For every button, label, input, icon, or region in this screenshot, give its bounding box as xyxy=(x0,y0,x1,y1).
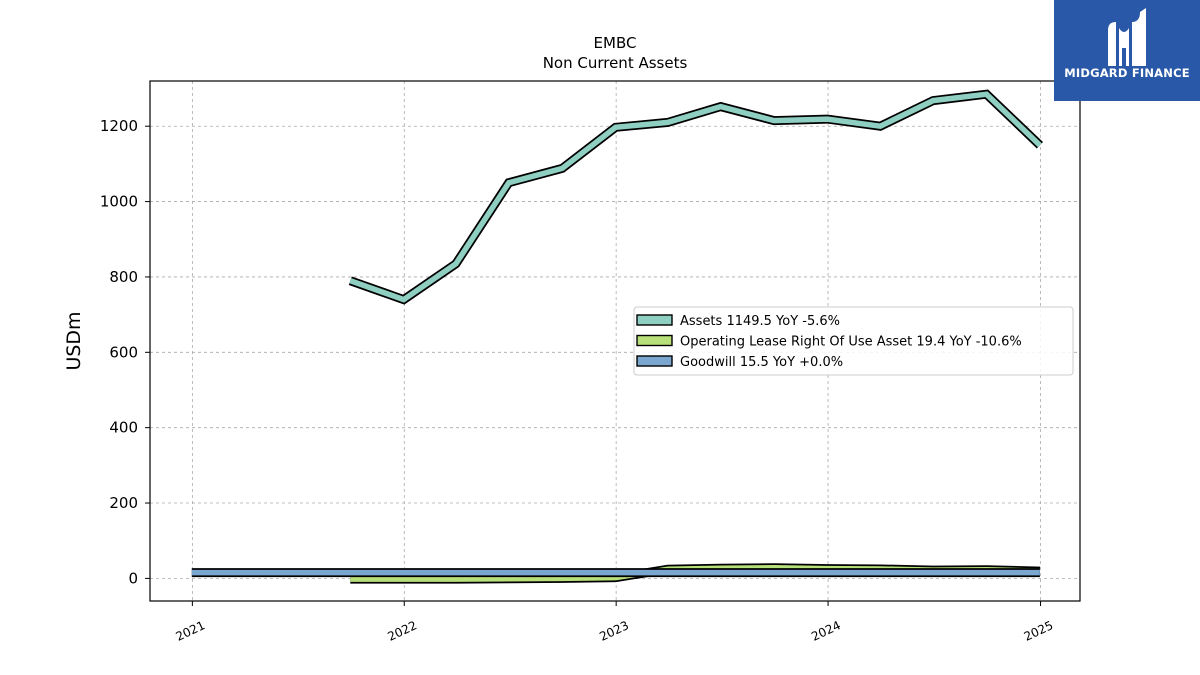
legend: Assets 1149.5 YoY -5.6% Operating Lease R… xyxy=(633,306,1074,376)
midgard-logo-icon xyxy=(1108,8,1146,66)
series-layer xyxy=(191,89,1044,584)
x-tick-label: 2021 xyxy=(174,618,208,644)
y-tick-label: 600 xyxy=(109,343,138,361)
x-tick-label: 2024 xyxy=(809,618,843,644)
x-tick-label: 2025 xyxy=(1022,618,1056,644)
legend-entry: Assets 1149.5 YoY -5.6% xyxy=(680,314,840,329)
x-tick-label: 2022 xyxy=(385,618,419,644)
chart-title: EMBC xyxy=(594,34,637,52)
y-tick-label: 400 xyxy=(109,419,138,437)
y-tick-label: 1200 xyxy=(100,117,138,135)
legend-entry: Goodwill 15.5 YoY +0.0% xyxy=(680,355,843,370)
legend-swatch xyxy=(636,355,673,367)
series-line xyxy=(349,91,1042,303)
y-tick-label: 200 xyxy=(109,494,138,512)
brand-name: MIDGARD FINANCE xyxy=(1064,66,1190,80)
series-outline xyxy=(348,89,1044,305)
legend-swatch xyxy=(636,314,673,326)
plot-area-frame xyxy=(149,80,1081,602)
y-tick-label: 1000 xyxy=(100,193,138,211)
legend-swatch xyxy=(636,334,673,347)
y-tick-label: 800 xyxy=(109,268,138,286)
brand-logo: MIDGARD FINANCE xyxy=(1054,0,1200,101)
y-axis-label: USDm xyxy=(63,311,85,370)
chart-titles: EMBC Non Current Assets xyxy=(543,34,688,72)
x-tick-label: 2023 xyxy=(597,618,631,644)
axis-ticks: 0 200 400 600 800 1000 1200 2021 2022 2023 2024 202… xyxy=(100,117,1056,644)
chart-subtitle: Non Current Assets xyxy=(543,54,688,72)
legend-box xyxy=(633,306,1074,376)
y-tick-label: 0 xyxy=(128,569,138,587)
legend-entry: Operating Lease Right Of Use Asset 19.4 … xyxy=(680,335,1022,350)
